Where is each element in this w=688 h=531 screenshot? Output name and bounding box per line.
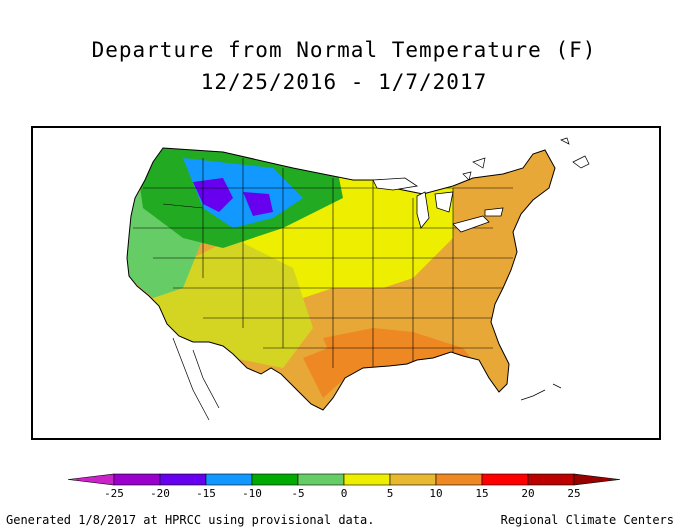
state-borders xyxy=(133,158,513,368)
great-lakes xyxy=(372,177,504,233)
legend-swatch xyxy=(481,473,529,486)
footer-generated-note: Generated 1/8/2017 at HPRCC using provis… xyxy=(6,513,375,527)
legend-swatch xyxy=(159,473,207,486)
map-date-range: 12/25/2016 - 1/7/2017 xyxy=(200,70,488,94)
map-title: Departure from Normal Temperature (F) xyxy=(91,38,597,62)
legend-tick-label: 0 xyxy=(341,487,348,500)
legend-tick-labels: -25 -20 -15 -10 -5 0 5 10 15 20 25 xyxy=(104,487,581,500)
footer-credit: Regional Climate Centers xyxy=(500,513,674,527)
legend-tick-label: -5 xyxy=(291,487,304,500)
legend-swatch xyxy=(251,473,299,486)
legend-color-bar xyxy=(67,473,621,486)
region-rockies-core-2 xyxy=(243,192,273,216)
mexico-coastline-fragments xyxy=(172,337,562,421)
legend-tick-label: 5 xyxy=(387,487,394,500)
us-temperature-map xyxy=(126,137,590,421)
legend-tick-label: -10 xyxy=(242,487,262,500)
map-frame xyxy=(31,126,661,440)
legend-tick-label: -25 xyxy=(104,487,124,500)
region-southwest-plains xyxy=(153,238,313,368)
legend-tick-label: 15 xyxy=(475,487,488,500)
legend-swatch xyxy=(343,473,391,486)
legend-swatch xyxy=(113,473,161,486)
canada-coastline-fragments xyxy=(462,137,590,181)
legend-tick-label: 20 xyxy=(521,487,534,500)
legend-swatch xyxy=(435,473,483,486)
legend-tick-label: 10 xyxy=(429,487,442,500)
legend-tick-label: -20 xyxy=(150,487,170,500)
legend-swatch xyxy=(527,473,575,486)
legend-swatch xyxy=(205,473,253,486)
legend-arrow-high xyxy=(573,473,621,486)
legend-tick-label: 25 xyxy=(567,487,580,500)
temperature-legend: -25 -20 -15 -10 -5 0 5 10 15 20 25 xyxy=(67,473,621,500)
legend-tick-label: -15 xyxy=(196,487,216,500)
legend-swatch xyxy=(297,473,345,486)
legend-arrow-low xyxy=(67,473,115,486)
legend-swatch xyxy=(389,473,437,486)
